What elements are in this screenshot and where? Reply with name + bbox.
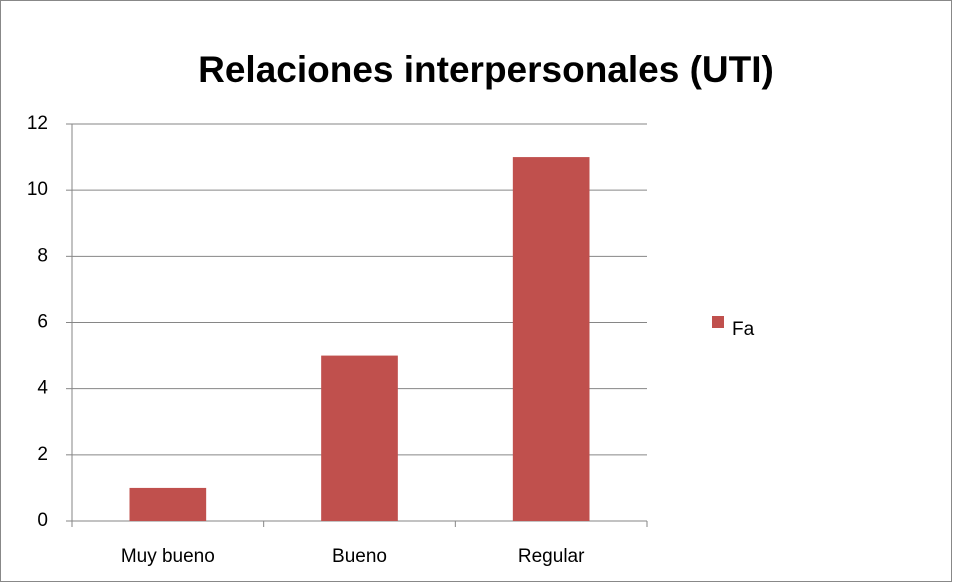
chart-title: Relaciones interpersonales (UTI) [198, 49, 774, 90]
x-tick-label: Muy bueno [121, 546, 215, 567]
legend-label: Fa [732, 319, 755, 340]
y-tick-label: 8 [37, 245, 48, 266]
y-tick-label: 6 [37, 312, 48, 333]
bar [129, 487, 207, 521]
y-tick-label: 4 [37, 378, 48, 399]
y-tick-label: 10 [27, 179, 48, 200]
bar [321, 355, 398, 521]
y-tick-label: 2 [37, 444, 48, 465]
y-tick-label: 12 [27, 113, 48, 134]
bar [512, 157, 590, 522]
x-tick-label: Bueno [332, 546, 387, 567]
x-tick-label: Regular [518, 546, 585, 567]
legend-swatch [712, 316, 724, 328]
y-tick-label: 0 [37, 510, 48, 531]
